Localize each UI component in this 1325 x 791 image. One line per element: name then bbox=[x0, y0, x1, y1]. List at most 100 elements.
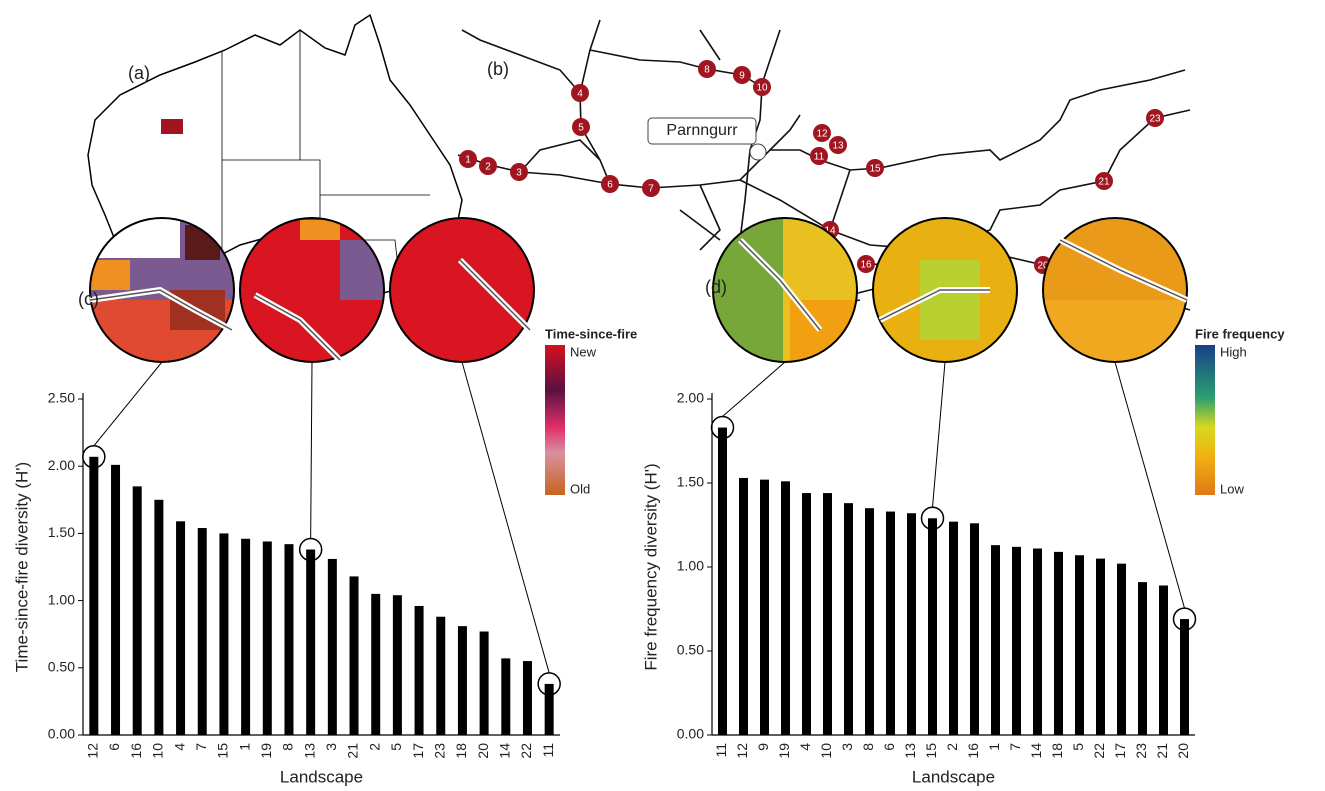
bar bbox=[545, 684, 554, 735]
site-marker: 10 bbox=[753, 78, 771, 96]
x-tick-label: 5 bbox=[1070, 743, 1086, 751]
bar bbox=[1096, 559, 1105, 735]
bar bbox=[436, 617, 445, 735]
x-tick-label: 22 bbox=[518, 743, 534, 759]
bar bbox=[1180, 619, 1189, 735]
site-marker: 13 bbox=[829, 136, 847, 154]
x-tick-label: 4 bbox=[797, 743, 813, 751]
y-tick-label: 1.00 bbox=[677, 558, 704, 574]
bar bbox=[1075, 555, 1084, 735]
x-tick-label: 22 bbox=[1091, 743, 1107, 759]
site-marker: 7 bbox=[642, 179, 660, 197]
y-tick-label: 0.50 bbox=[677, 642, 704, 658]
x-tick-label: 3 bbox=[323, 743, 339, 751]
x-tick-label: 2 bbox=[366, 743, 382, 751]
site-label: 2 bbox=[485, 162, 491, 173]
site-marker: 21 bbox=[1095, 172, 1113, 190]
x-tick-label: 21 bbox=[1154, 743, 1170, 759]
study-area bbox=[161, 119, 183, 134]
x-tick-label: 15 bbox=[215, 743, 231, 759]
site-label: 15 bbox=[869, 164, 881, 175]
site-label: 6 bbox=[607, 180, 613, 191]
x-tick-label: 12 bbox=[734, 743, 750, 759]
x-tick-label: 14 bbox=[1028, 743, 1044, 759]
site-label: 10 bbox=[756, 83, 768, 94]
site-label: 3 bbox=[516, 168, 522, 179]
x-tick-label: 20 bbox=[1175, 743, 1191, 759]
legend-ramp bbox=[1195, 345, 1215, 495]
legend-label: New bbox=[570, 344, 597, 359]
bar bbox=[844, 503, 853, 735]
y-tick-label: 2.00 bbox=[677, 390, 704, 406]
y-tick-label: 1.00 bbox=[48, 591, 75, 607]
bar bbox=[781, 481, 790, 735]
x-tick-label: 1 bbox=[236, 743, 252, 751]
inset-connector bbox=[311, 362, 312, 539]
site-marker: 1 bbox=[459, 150, 477, 168]
site-marker: 5 bbox=[572, 118, 590, 136]
site-label: 7 bbox=[648, 184, 654, 195]
bar bbox=[89, 457, 98, 735]
bar bbox=[176, 521, 185, 735]
y-tick-label: 2.00 bbox=[48, 457, 75, 473]
bar bbox=[718, 428, 727, 735]
bar bbox=[219, 533, 228, 735]
x-tick-label: 19 bbox=[776, 743, 792, 759]
y-tick-label: 1.50 bbox=[677, 474, 704, 490]
bar bbox=[458, 626, 467, 735]
bar bbox=[949, 522, 958, 735]
legend-label: Low bbox=[1220, 481, 1244, 496]
x-tick-label: 17 bbox=[1112, 743, 1128, 759]
x-tick-label: 18 bbox=[453, 743, 469, 759]
x-tick-label: 4 bbox=[171, 743, 187, 751]
bar bbox=[284, 544, 293, 735]
x-axis-label: Landscape bbox=[912, 767, 995, 786]
site-label: 4 bbox=[577, 89, 583, 100]
site-label: 12 bbox=[816, 129, 828, 140]
panel-label: (a) bbox=[128, 63, 150, 83]
inset-connector bbox=[94, 362, 162, 446]
x-tick-label: 10 bbox=[818, 743, 834, 759]
x-tick-label: 11 bbox=[713, 743, 729, 758]
bar bbox=[154, 500, 163, 735]
site-marker: 6 bbox=[601, 175, 619, 193]
legend-ramp bbox=[545, 345, 565, 495]
x-tick-label: 8 bbox=[280, 743, 296, 751]
panel-label: (d) bbox=[705, 277, 727, 297]
inset-connector bbox=[723, 362, 786, 417]
site-label: 9 bbox=[739, 71, 745, 82]
panel-label: (b) bbox=[487, 59, 509, 79]
bar bbox=[991, 545, 1000, 735]
bar bbox=[928, 518, 937, 735]
site-label: 11 bbox=[814, 152, 825, 163]
x-tick-label: 20 bbox=[475, 743, 491, 759]
bar bbox=[111, 465, 120, 735]
site-marker: 16 bbox=[857, 255, 875, 273]
legend-title: Fire frequency bbox=[1195, 326, 1285, 341]
bar bbox=[393, 595, 402, 735]
bar bbox=[263, 541, 272, 735]
x-tick-label: 13 bbox=[902, 743, 918, 759]
bar bbox=[350, 576, 359, 735]
site-label: 1 bbox=[465, 155, 471, 166]
x-tick-label: 12 bbox=[85, 743, 101, 759]
bar bbox=[1138, 582, 1147, 735]
x-tick-label: 5 bbox=[388, 743, 404, 751]
x-tick-label: 1 bbox=[986, 743, 1002, 751]
site-label: 5 bbox=[578, 123, 584, 134]
legend-label: High bbox=[1220, 344, 1247, 359]
x-tick-label: 7 bbox=[193, 743, 209, 751]
x-tick-label: 23 bbox=[431, 743, 447, 759]
bar bbox=[865, 508, 874, 735]
site-marker: 9 bbox=[733, 66, 751, 84]
bar bbox=[480, 632, 489, 735]
legend-label: Old bbox=[570, 481, 590, 496]
bar bbox=[886, 512, 895, 735]
bar bbox=[371, 594, 380, 735]
x-tick-label: 2 bbox=[944, 743, 960, 751]
x-tick-label: 16 bbox=[128, 743, 144, 759]
x-tick-label: 15 bbox=[923, 743, 939, 759]
bar bbox=[415, 606, 424, 735]
y-tick-label: 0.50 bbox=[48, 659, 75, 675]
bar bbox=[133, 486, 142, 735]
